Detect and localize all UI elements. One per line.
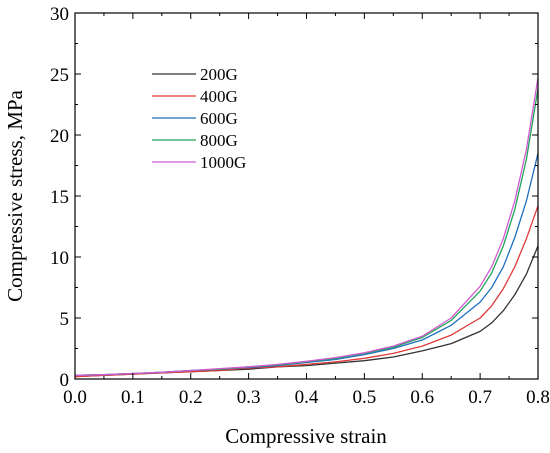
x-tick-label: 0.3 (237, 387, 261, 408)
series-line-400g (74, 205, 539, 378)
y-tick-label: 15 (50, 187, 69, 208)
x-tick-label: 0.0 (63, 387, 87, 408)
x-tick-label: 0.1 (121, 387, 145, 408)
y-tick-label: 10 (50, 248, 69, 269)
legend-label-200g: 200G (200, 65, 238, 84)
y-tick-label: 20 (50, 126, 69, 147)
y-tick-label: 30 (50, 4, 69, 25)
series-line-1000g (74, 77, 539, 376)
legend-label-1000g: 1000G (200, 153, 246, 172)
x-tick-label: 0.4 (295, 387, 319, 408)
x-tick-label: 0.6 (410, 387, 434, 408)
legend-label-800g: 800G (200, 131, 238, 150)
x-axis-title: Compressive strain (225, 424, 387, 448)
legend-label-400g: 400G (200, 87, 238, 106)
legend: 200G 400G 600G 800G 1000G (152, 65, 246, 172)
y-tick-label: 5 (60, 309, 70, 330)
x-tick-label: 0.7 (468, 387, 492, 408)
y-tick-label: 25 (50, 65, 69, 86)
series-layer (74, 77, 539, 378)
ticks-layer: 0.0 0.1 0.2 0.3 0.4 0.5 0.6 0.7 0.8 0 5 10 15 20 25 30 (50, 4, 550, 408)
x-tick-label: 0.5 (353, 387, 377, 408)
y-axis-title: Compressive stress, MPa (3, 89, 27, 301)
x-tick-label: 0.2 (179, 387, 203, 408)
x-tick-label: 0.8 (526, 387, 550, 408)
legend-label-600g: 600G (200, 109, 238, 128)
y-tick-label: 0 (60, 370, 70, 391)
